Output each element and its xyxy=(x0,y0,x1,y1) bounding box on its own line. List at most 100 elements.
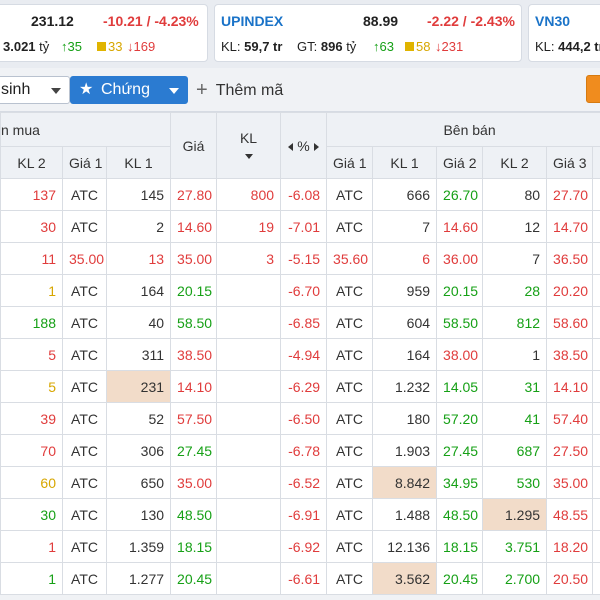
buy-kl1-cell[interactable]: 650 xyxy=(105,466,172,499)
price-cell[interactable]: 48.50 xyxy=(170,498,218,531)
extra-cell[interactable] xyxy=(592,306,600,339)
sell-price1-cell[interactable]: ATC xyxy=(326,530,374,563)
sell-price2-cell[interactable]: 48.50 xyxy=(436,498,484,531)
buy-price1-cell[interactable]: ATC xyxy=(62,178,107,211)
sell-price3-cell[interactable]: 36.50 xyxy=(546,242,594,275)
sell-price1-cell[interactable]: ATC xyxy=(326,274,374,307)
extra-cell[interactable] xyxy=(592,338,600,371)
buy-kl2-cell[interactable]: 30 xyxy=(0,498,63,531)
buy-kl1-cell[interactable]: 164 xyxy=(105,274,172,307)
buy-price1-cell[interactable]: ATC xyxy=(62,306,107,339)
extra-cell[interactable] xyxy=(592,498,600,531)
sell-kl1-cell[interactable]: 604 xyxy=(372,306,438,339)
buy-kl1-cell[interactable]: 306 xyxy=(105,434,172,467)
volume-cell[interactable] xyxy=(216,498,282,531)
buy-kl1-cell[interactable]: 1.277 xyxy=(105,562,172,595)
buy-kl1-cell[interactable]: 13 xyxy=(105,242,172,275)
sell-kl1-cell[interactable]: 8.842 xyxy=(372,466,438,499)
volume-cell[interactable] xyxy=(216,434,282,467)
board-row[interactable]: 30 ATC 2 14.60 19 -7.01 ATC 7 14.60 12 14.70 xyxy=(0,210,600,243)
sell-price1-cell[interactable]: ATC xyxy=(326,338,374,371)
buy-kl1-cell[interactable]: 2 xyxy=(105,210,172,243)
percent-cell[interactable]: -6.29 xyxy=(280,370,328,403)
sell-kl2-cell[interactable]: 31 xyxy=(482,370,548,403)
buy-kl2-cell[interactable]: 60 xyxy=(0,466,63,499)
sell-kl1-cell[interactable]: 3.562 xyxy=(372,562,438,595)
board-row[interactable]: 60 ATC 650 35.00 -6.52 ATC 8.842 34.95 530 35.00 xyxy=(0,466,600,499)
percent-cell[interactable]: -4.94 xyxy=(280,338,328,371)
extra-cell[interactable] xyxy=(592,210,600,243)
sell-kl1-cell[interactable]: 1.232 xyxy=(372,370,438,403)
menu-button[interactable] xyxy=(586,75,600,103)
sell-kl1-cell[interactable]: 1.488 xyxy=(372,498,438,531)
sell-kl1-cell[interactable]: 180 xyxy=(372,402,438,435)
sell-price1-cell[interactable]: ATC xyxy=(326,562,374,595)
buy-kl2-cell[interactable]: 1 xyxy=(0,530,63,563)
sell-price3-cell[interactable]: 35.00 xyxy=(546,466,594,499)
extra-cell[interactable] xyxy=(592,242,600,275)
price-cell[interactable]: 18.15 xyxy=(170,530,218,563)
sell-price1-cell[interactable]: ATC xyxy=(326,178,374,211)
sell-kl2-cell[interactable]: 1.295 xyxy=(482,498,548,531)
buy-kl1-cell[interactable]: 311 xyxy=(105,338,172,371)
sell-price1-cell[interactable]: ATC xyxy=(326,434,374,467)
sell-price3-cell[interactable]: 14.10 xyxy=(546,370,594,403)
price-cell[interactable]: 27.45 xyxy=(170,434,218,467)
buy-kl1-cell[interactable]: 52 xyxy=(105,402,172,435)
extra-cell[interactable] xyxy=(592,466,600,499)
price-cell[interactable]: 20.45 xyxy=(170,562,218,595)
board-row[interactable]: 5 ATC 231 14.10 -6.29 ATC 1.232 14.05 31 14.10 xyxy=(0,370,600,403)
board-row[interactable]: 11 35.00 13 35.00 3 -5.15 35.60 6 36.00 7 36.50 xyxy=(0,242,600,275)
price-cell[interactable]: 57.50 xyxy=(170,402,218,435)
buy-price1-cell[interactable]: ATC xyxy=(62,434,107,467)
buy-kl2-cell[interactable]: 137 xyxy=(0,178,63,211)
buy-kl2-cell[interactable]: 5 xyxy=(0,370,63,403)
add-symbol-button[interactable]: + Thêm mã xyxy=(196,76,283,104)
sell-kl2-cell[interactable]: 7 xyxy=(482,242,548,275)
percent-cell[interactable]: -6.78 xyxy=(280,434,328,467)
percent-cell[interactable]: -6.92 xyxy=(280,530,328,563)
sell-price2-cell[interactable]: 27.45 xyxy=(436,434,484,467)
sell-kl2-cell[interactable]: 812 xyxy=(482,306,548,339)
sell-price1-cell[interactable]: ATC xyxy=(326,370,374,403)
sell-price3-cell[interactable]: 20.50 xyxy=(546,562,594,595)
percent-header[interactable]: % xyxy=(280,112,328,179)
buy-kl2-cell[interactable]: 11 xyxy=(0,242,63,275)
sell-kl2-cell[interactable]: 687 xyxy=(482,434,548,467)
buy-kl1-cell[interactable]: 130 xyxy=(105,498,172,531)
buy-price1-cell[interactable]: ATC xyxy=(62,402,107,435)
board-row[interactable]: 1 ATC 164 20.15 -6.70 ATC 959 20.15 28 20.20 xyxy=(0,274,600,307)
sell-kl1-cell[interactable]: 12.136 xyxy=(372,530,438,563)
watchlist-select[interactable]: ★ Chứng xyxy=(70,76,188,104)
buy-price1-cell[interactable]: ATC xyxy=(62,466,107,499)
sell-kl1-cell[interactable]: 1.903 xyxy=(372,434,438,467)
category-select[interactable]: sinh xyxy=(0,76,70,104)
sell-price3-cell[interactable]: 20.20 xyxy=(546,274,594,307)
sell-kl2-cell[interactable]: 41 xyxy=(482,402,548,435)
price-cell[interactable]: 14.10 xyxy=(170,370,218,403)
buy-price1-cell[interactable]: ATC xyxy=(62,274,107,307)
sell-price2-cell[interactable]: 14.60 xyxy=(436,210,484,243)
buy-kl2-cell[interactable]: 1 xyxy=(0,274,63,307)
sell-price2-cell[interactable]: 26.70 xyxy=(436,178,484,211)
buy-kl2-cell[interactable]: 5 xyxy=(0,338,63,371)
buy-kl2-cell[interactable]: 1 xyxy=(0,562,63,595)
board-row[interactable]: 1 ATC 1.277 20.45 -6.61 ATC 3.562 20.45 2.700 20.… xyxy=(0,562,600,595)
sell-kl2-cell[interactable]: 3.751 xyxy=(482,530,548,563)
extra-cell[interactable] xyxy=(592,402,600,435)
board-row[interactable]: 70 ATC 306 27.45 -6.78 ATC 1.903 27.45 687 27.50 xyxy=(0,434,600,467)
index-card-hnx[interactable]: 231.12 -10.21 / -4.23% 3.021 tỷ ↑35 33 ↓… xyxy=(0,4,208,62)
percent-cell[interactable]: -5.15 xyxy=(280,242,328,275)
price-cell[interactable]: 38.50 xyxy=(170,338,218,371)
extra-cell[interactable] xyxy=(592,370,600,403)
extra-cell[interactable] xyxy=(592,562,600,595)
board-row[interactable]: 1 ATC 1.359 18.15 -6.92 ATC 12.136 18.15 3.751 18… xyxy=(0,530,600,563)
buy-kl1-cell[interactable]: 1.359 xyxy=(105,530,172,563)
sell-price1-cell[interactable]: ATC xyxy=(326,498,374,531)
price-cell[interactable]: 27.80 xyxy=(170,178,218,211)
extra-cell[interactable] xyxy=(592,178,600,211)
percent-cell[interactable]: -6.91 xyxy=(280,498,328,531)
price-header[interactable]: Giá xyxy=(170,112,218,179)
price-cell[interactable]: 35.00 xyxy=(170,466,218,499)
buy-price1-cell[interactable]: 35.00 xyxy=(62,242,107,275)
